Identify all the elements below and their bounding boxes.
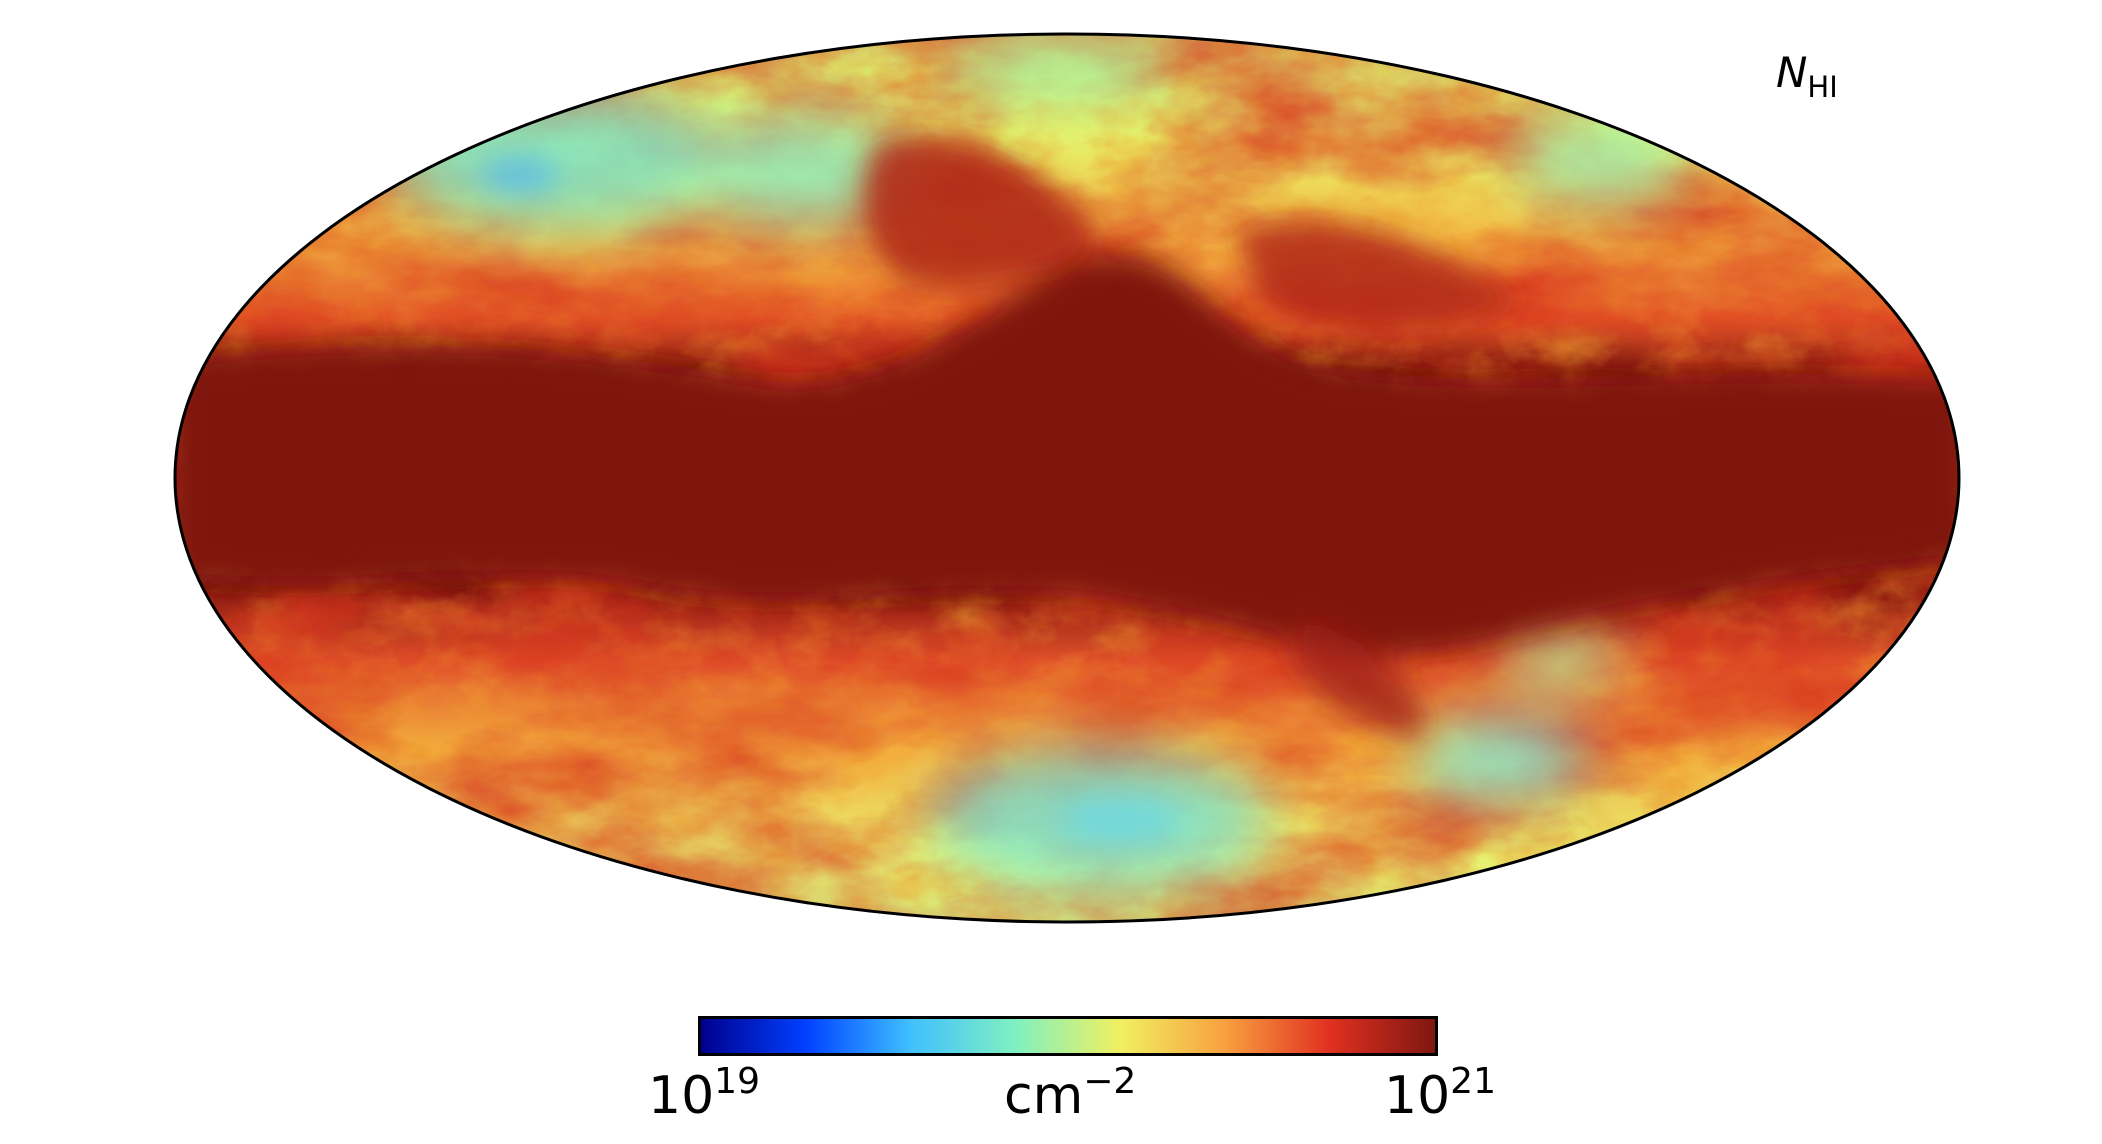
map-boundary (173, 32, 1961, 924)
colorbar-min-base: 10 (648, 1066, 715, 1126)
quantity-label: NHI (1776, 48, 1838, 104)
colorbar-max-label: 1021 (1384, 1064, 1496, 1123)
column-density-field (175, 34, 1959, 922)
colorbar-unit-label: cm−2 (1004, 1064, 1136, 1123)
colorbar (698, 1016, 1438, 1056)
colorbar-unit-base: cm (1004, 1066, 1084, 1126)
colorbar-unit-exponent: −2 (1083, 1061, 1137, 1102)
colorbar-min-exponent: 19 (714, 1061, 760, 1102)
quantity-symbol: N (1776, 48, 1808, 97)
colorbar-max-base: 10 (1384, 1066, 1451, 1126)
colorbar-min-label: 1019 (648, 1064, 760, 1123)
colorbar-max-exponent: 21 (1450, 1061, 1496, 1102)
quantity-subscript: HI (1807, 70, 1838, 104)
